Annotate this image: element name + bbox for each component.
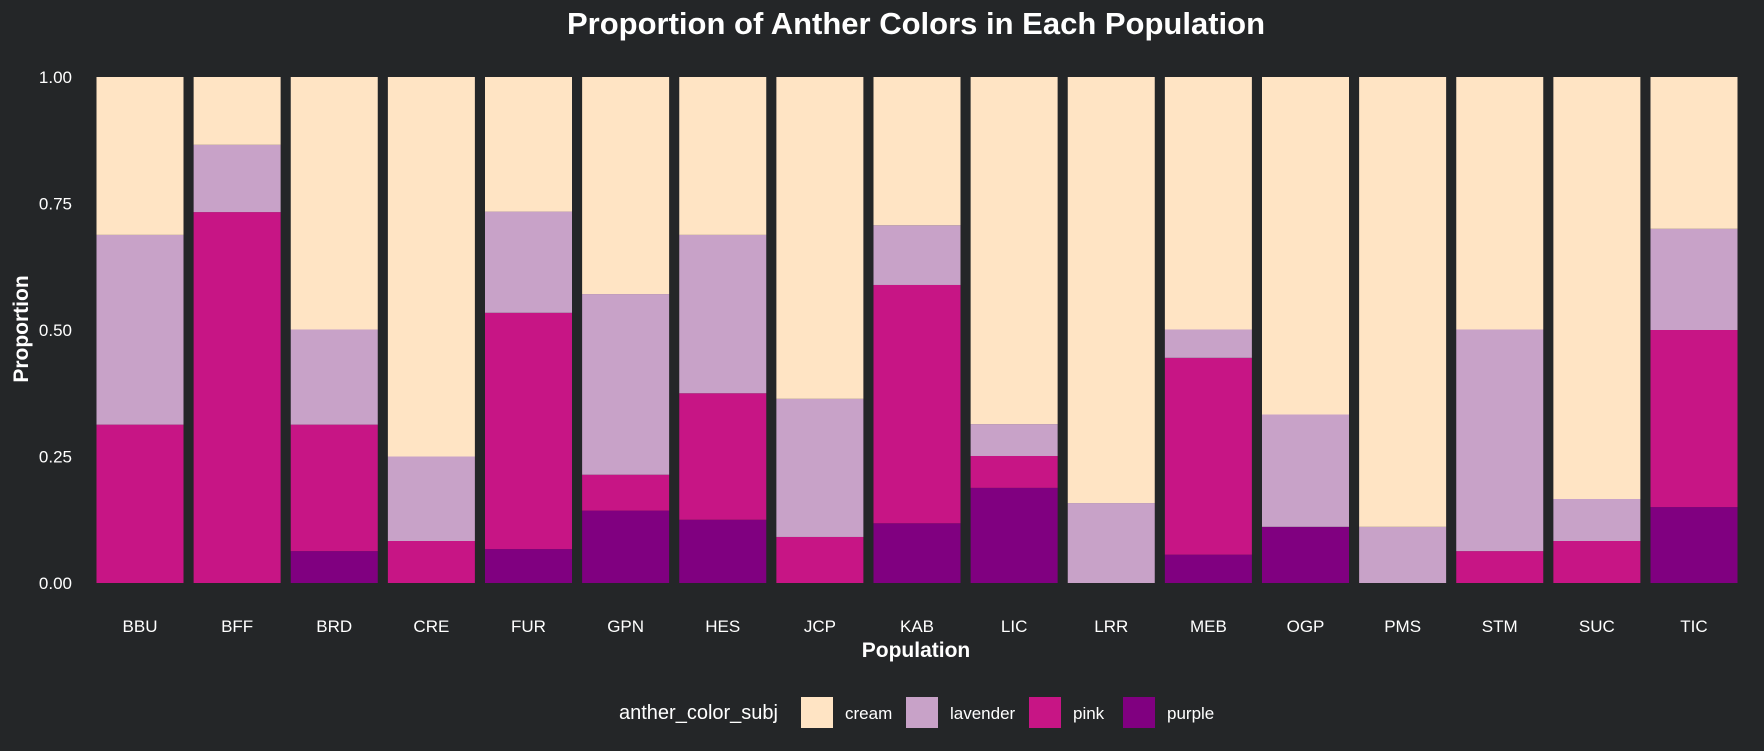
x-tick-label: HES bbox=[705, 617, 740, 636]
bar-segment-cream-ogp bbox=[1262, 77, 1349, 415]
legend-swatch-lavender bbox=[906, 697, 938, 728]
x-tick-label: TIC bbox=[1680, 617, 1707, 636]
chart-title: Proportion of Anther Colors in Each Popu… bbox=[567, 6, 1265, 41]
bar-segment-cream-pms bbox=[1359, 77, 1447, 527]
x-tick-label: KAB bbox=[900, 617, 934, 636]
bar-segment-cream-tic bbox=[1650, 77, 1738, 229]
y-axis-title: Proportion bbox=[10, 275, 33, 382]
bar-segment-cream-lic bbox=[970, 77, 1058, 425]
bar-segment-lavender-bff bbox=[193, 144, 281, 213]
y-tick-label: 0.25 bbox=[39, 448, 72, 467]
legend-label-lavender: lavender bbox=[950, 704, 1016, 723]
bar-segment-cream-cre bbox=[387, 77, 475, 457]
bar-segment-lavender-hes bbox=[679, 234, 767, 394]
legend-swatch-purple bbox=[1123, 697, 1155, 728]
bar-segment-cream-bff bbox=[193, 77, 281, 145]
bar-segment-lavender-gpn bbox=[582, 294, 670, 475]
bar-segment-purple-meb bbox=[1164, 554, 1252, 583]
bar-segment-pink-gpn bbox=[582, 474, 670, 511]
bar-segment-pink-meb bbox=[1164, 357, 1252, 555]
bar-segment-cream-hes bbox=[679, 77, 767, 235]
bar-segment-pink-hes bbox=[679, 393, 767, 520]
legend: anther_color_subj cream lavender pink purple bbox=[619, 697, 1214, 728]
bar-segment-purple-kab bbox=[873, 523, 961, 583]
legend-swatch-cream bbox=[801, 697, 833, 728]
legend-swatch-pink bbox=[1029, 697, 1061, 728]
x-tick-label: OGP bbox=[1287, 617, 1325, 636]
x-tick-label: GPN bbox=[607, 617, 644, 636]
bar-segment-lavender-cre bbox=[387, 456, 475, 542]
y-tick-label: 0.00 bbox=[39, 574, 72, 593]
x-tick-label: MEB bbox=[1190, 617, 1227, 636]
bar-segment-purple-fur bbox=[485, 549, 572, 583]
bar-segment-pink-jcp bbox=[776, 536, 864, 583]
x-tick-label: PMS bbox=[1384, 617, 1421, 636]
x-tick-label: BFF bbox=[221, 617, 253, 636]
bar-segment-pink-brd bbox=[290, 424, 378, 552]
bar-segment-cream-lrr bbox=[1067, 77, 1155, 504]
bar-segment-purple-tic bbox=[1650, 507, 1738, 583]
bar-segment-cream-fur bbox=[485, 77, 572, 212]
x-axis-title: Population bbox=[862, 639, 971, 662]
bar-segment-lavender-ogp bbox=[1262, 414, 1349, 527]
x-tick-label: JCP bbox=[804, 617, 836, 636]
bar-segment-cream-gpn bbox=[582, 77, 670, 295]
bar-segment-lavender-fur bbox=[485, 211, 572, 313]
bar-segment-purple-hes bbox=[679, 519, 767, 583]
bar-segment-lavender-bbu bbox=[96, 234, 184, 425]
bar-segment-pink-cre bbox=[387, 541, 475, 583]
bar-segment-cream-suc bbox=[1553, 77, 1641, 500]
bar-segment-cream-bbu bbox=[96, 77, 184, 235]
bar-segment-pink-suc bbox=[1553, 541, 1641, 583]
bar-segment-lavender-kab bbox=[873, 225, 961, 285]
legend-label-pink: pink bbox=[1073, 704, 1105, 723]
x-tick-label: FUR bbox=[511, 617, 546, 636]
bar-segment-lavender-lrr bbox=[1067, 503, 1155, 583]
x-tick-label: SUC bbox=[1579, 617, 1615, 636]
bar-segment-lavender-lic bbox=[970, 424, 1058, 456]
x-tick-label: BBU bbox=[123, 617, 158, 636]
x-tick-label: BRD bbox=[316, 617, 352, 636]
x-tick-label: CRE bbox=[413, 617, 449, 636]
bar-segment-lavender-brd bbox=[290, 329, 378, 425]
bars-group bbox=[96, 77, 1738, 584]
y-tick-label: 1.00 bbox=[39, 68, 72, 87]
bar-segment-pink-kab bbox=[873, 284, 961, 524]
bar-segment-cream-kab bbox=[873, 77, 961, 226]
x-tick-label: STM bbox=[1482, 617, 1518, 636]
x-tick-label: LRR bbox=[1094, 617, 1128, 636]
bar-segment-lavender-meb bbox=[1164, 329, 1252, 358]
y-tick-label: 0.50 bbox=[39, 321, 72, 340]
bar-segment-purple-lic bbox=[970, 487, 1058, 583]
bar-segment-pink-bff bbox=[193, 212, 281, 584]
bar-segment-lavender-pms bbox=[1359, 526, 1447, 583]
bar-segment-purple-ogp bbox=[1262, 526, 1349, 583]
bar-segment-pink-tic bbox=[1650, 330, 1738, 508]
y-tick-label: 0.75 bbox=[39, 195, 72, 214]
bar-segment-purple-gpn bbox=[582, 510, 670, 583]
bar-segment-cream-stm bbox=[1456, 77, 1544, 330]
bar-segment-cream-meb bbox=[1164, 77, 1252, 330]
legend-label-purple: purple bbox=[1167, 704, 1214, 723]
bar-segment-lavender-suc bbox=[1553, 499, 1641, 542]
bar-segment-cream-jcp bbox=[776, 77, 864, 399]
y-axis-ticks: 0.00 0.25 0.50 0.75 1.00 bbox=[39, 68, 72, 593]
legend-title: anther_color_subj bbox=[619, 702, 778, 724]
x-axis-ticks: BBU BFF BRD CRE FUR GPN HES JCP KAB LIC LRR MEB OGP P… bbox=[123, 617, 1708, 636]
bar-segment-pink-lic bbox=[970, 455, 1058, 488]
bar-segment-pink-stm bbox=[1456, 551, 1544, 583]
bar-segment-cream-brd bbox=[290, 77, 378, 330]
bar-segment-lavender-jcp bbox=[776, 398, 864, 537]
bar-segment-pink-bbu bbox=[96, 424, 184, 583]
legend-label-cream: cream bbox=[845, 704, 892, 723]
x-tick-label: LIC bbox=[1001, 617, 1027, 636]
bar-segment-lavender-stm bbox=[1456, 329, 1544, 552]
bar-segment-purple-brd bbox=[290, 551, 378, 583]
bar-segment-lavender-tic bbox=[1650, 228, 1738, 330]
bar-segment-pink-fur bbox=[485, 312, 572, 550]
